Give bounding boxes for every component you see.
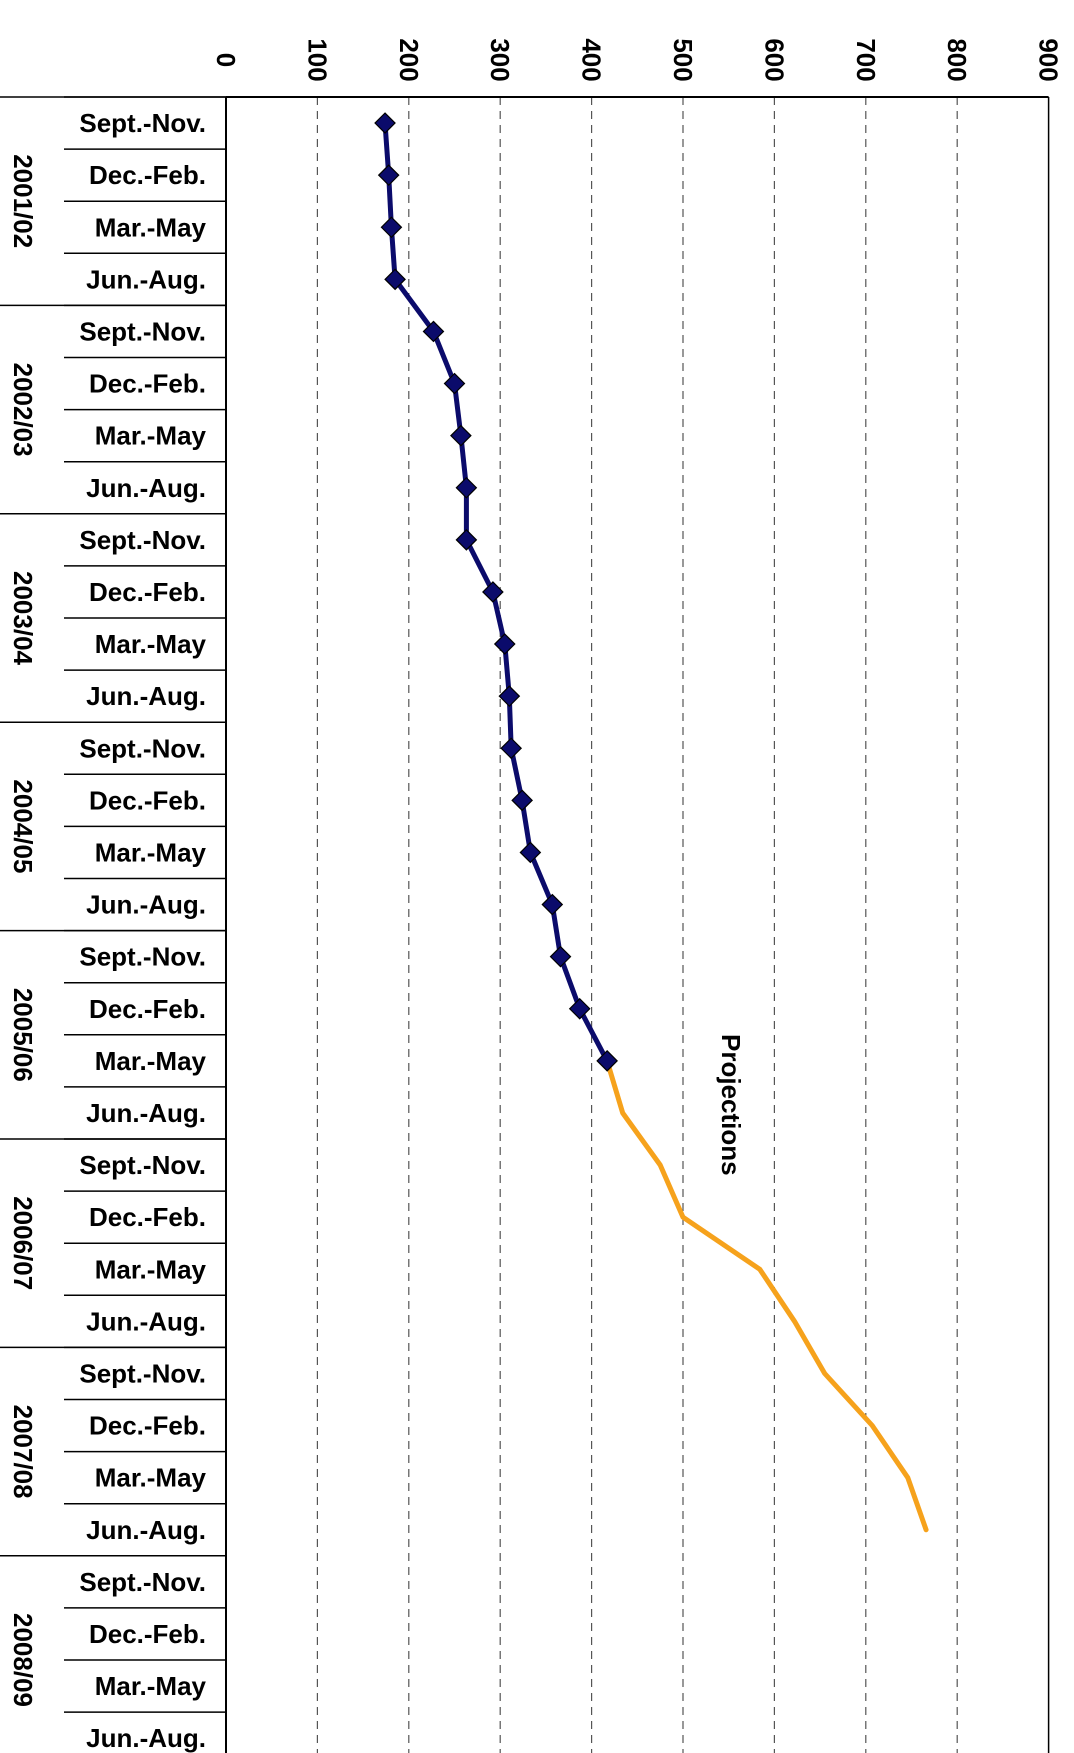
category-label: Mar.-May (95, 421, 207, 451)
data-point-marker (450, 424, 472, 447)
year-label: 2005/06 (8, 988, 38, 1082)
data-point-marker (511, 789, 533, 812)
category-label: Jun.-Aug. (86, 681, 206, 711)
category-label: Sept.-Nov. (79, 942, 206, 972)
tick-label-0: 0 (211, 53, 241, 67)
tick-label-200: 200 (394, 38, 424, 81)
data-point-marker (568, 997, 591, 1020)
category-label: Jun.-Aug. (86, 1515, 206, 1545)
grid (316, 97, 958, 1753)
category-label: Jun.-Aug. (86, 1306, 206, 1336)
category-labels: Sept.-Nov. Dec.-Feb. Mar.-May Jun.-Aug. Sept… (79, 108, 206, 1753)
tick-label-500: 500 (668, 38, 698, 81)
year-label: 2006/07 (8, 1196, 38, 1290)
category-label: Dec.-Feb. (89, 160, 206, 190)
year-label: 2004/05 (8, 779, 38, 873)
tick-label-100: 100 (302, 38, 332, 81)
year-group-labels: 2001/02 2002/03 2003/04 2004/05 2005/06 2006/… (8, 154, 38, 1707)
annotation-label: Projections (716, 1034, 746, 1176)
category-label: Dec.-Feb. (89, 994, 206, 1024)
tick-label-900: 900 (1034, 38, 1064, 81)
category-label: Mar.-May (95, 1254, 207, 1284)
category-label: Mar.-May (95, 212, 207, 242)
data-point-marker (549, 945, 572, 968)
data-point-marker (443, 372, 466, 395)
chart-frame (0, 96, 1050, 1753)
data-point-marker (455, 476, 478, 499)
data-point-marker (374, 112, 396, 134)
data-point-marker (596, 1050, 618, 1072)
series-line-projection (604, 1058, 929, 1533)
year-label: 2002/03 (8, 363, 38, 457)
year-label: 2003/04 (8, 571, 38, 666)
year-label: 2001/02 (8, 154, 38, 248)
series-markers (374, 112, 618, 1072)
category-label: Dec.-Feb. (89, 1619, 206, 1649)
category-label: Sept.-Nov. (79, 1358, 206, 1388)
category-label: Sept.-Nov. (79, 525, 206, 555)
category-label: Dec.-Feb. (89, 1202, 206, 1232)
year-label: 2008/09 (8, 1613, 38, 1707)
category-label: Mar.-May (95, 1046, 207, 1076)
data-point-marker (498, 685, 521, 707)
tick-label-300: 300 (485, 38, 515, 81)
tick-label-800: 800 (942, 38, 972, 81)
data-point-marker (422, 320, 445, 343)
tick-label-600: 600 (759, 38, 789, 81)
data-point-marker (380, 216, 403, 239)
data-point-marker (541, 893, 564, 916)
data-point-marker (519, 841, 542, 864)
category-label: Sept.-Nov. (79, 733, 206, 763)
tick-label-400: 400 (577, 38, 607, 81)
year-label: 2007/08 (8, 1405, 38, 1499)
category-label: Jun.-Aug. (86, 264, 206, 294)
category-label: Sept.-Nov. (79, 316, 206, 346)
tick-label-700: 700 (851, 38, 881, 81)
category-label: Dec.-Feb. (89, 1411, 206, 1441)
category-label: Dec.-Feb. (89, 785, 206, 815)
data-point-marker (493, 633, 516, 655)
category-label: Mar.-May (95, 1463, 207, 1493)
category-label: Mar.-May (95, 837, 207, 867)
category-label: Sept.-Nov. (79, 1567, 206, 1597)
category-label: Jun.-Aug. (86, 1098, 206, 1128)
annotations: Projections (716, 1034, 746, 1176)
category-label: Sept.-Nov. (79, 108, 206, 138)
data-point-marker (377, 164, 400, 186)
data-point-marker (455, 529, 478, 551)
category-label: Sept.-Nov. (79, 1150, 206, 1180)
category-label: Jun.-Aug. (86, 1723, 206, 1753)
category-label: Mar.-May (95, 1671, 207, 1701)
category-label: Jun.-Aug. (86, 890, 206, 920)
data-point-marker (482, 581, 504, 603)
series-lines (382, 120, 929, 1533)
category-label: Mar.-May (95, 629, 207, 659)
data-point-marker (500, 737, 523, 760)
category-label: Dec.-Feb. (89, 577, 206, 607)
value-axis-ticks: 0 100 200 300 400 500 600 700 800 900 (211, 38, 1064, 81)
category-label: Jun.-Aug. (86, 473, 206, 503)
data-point-marker (384, 268, 406, 291)
category-label: Dec.-Feb. (89, 369, 206, 399)
